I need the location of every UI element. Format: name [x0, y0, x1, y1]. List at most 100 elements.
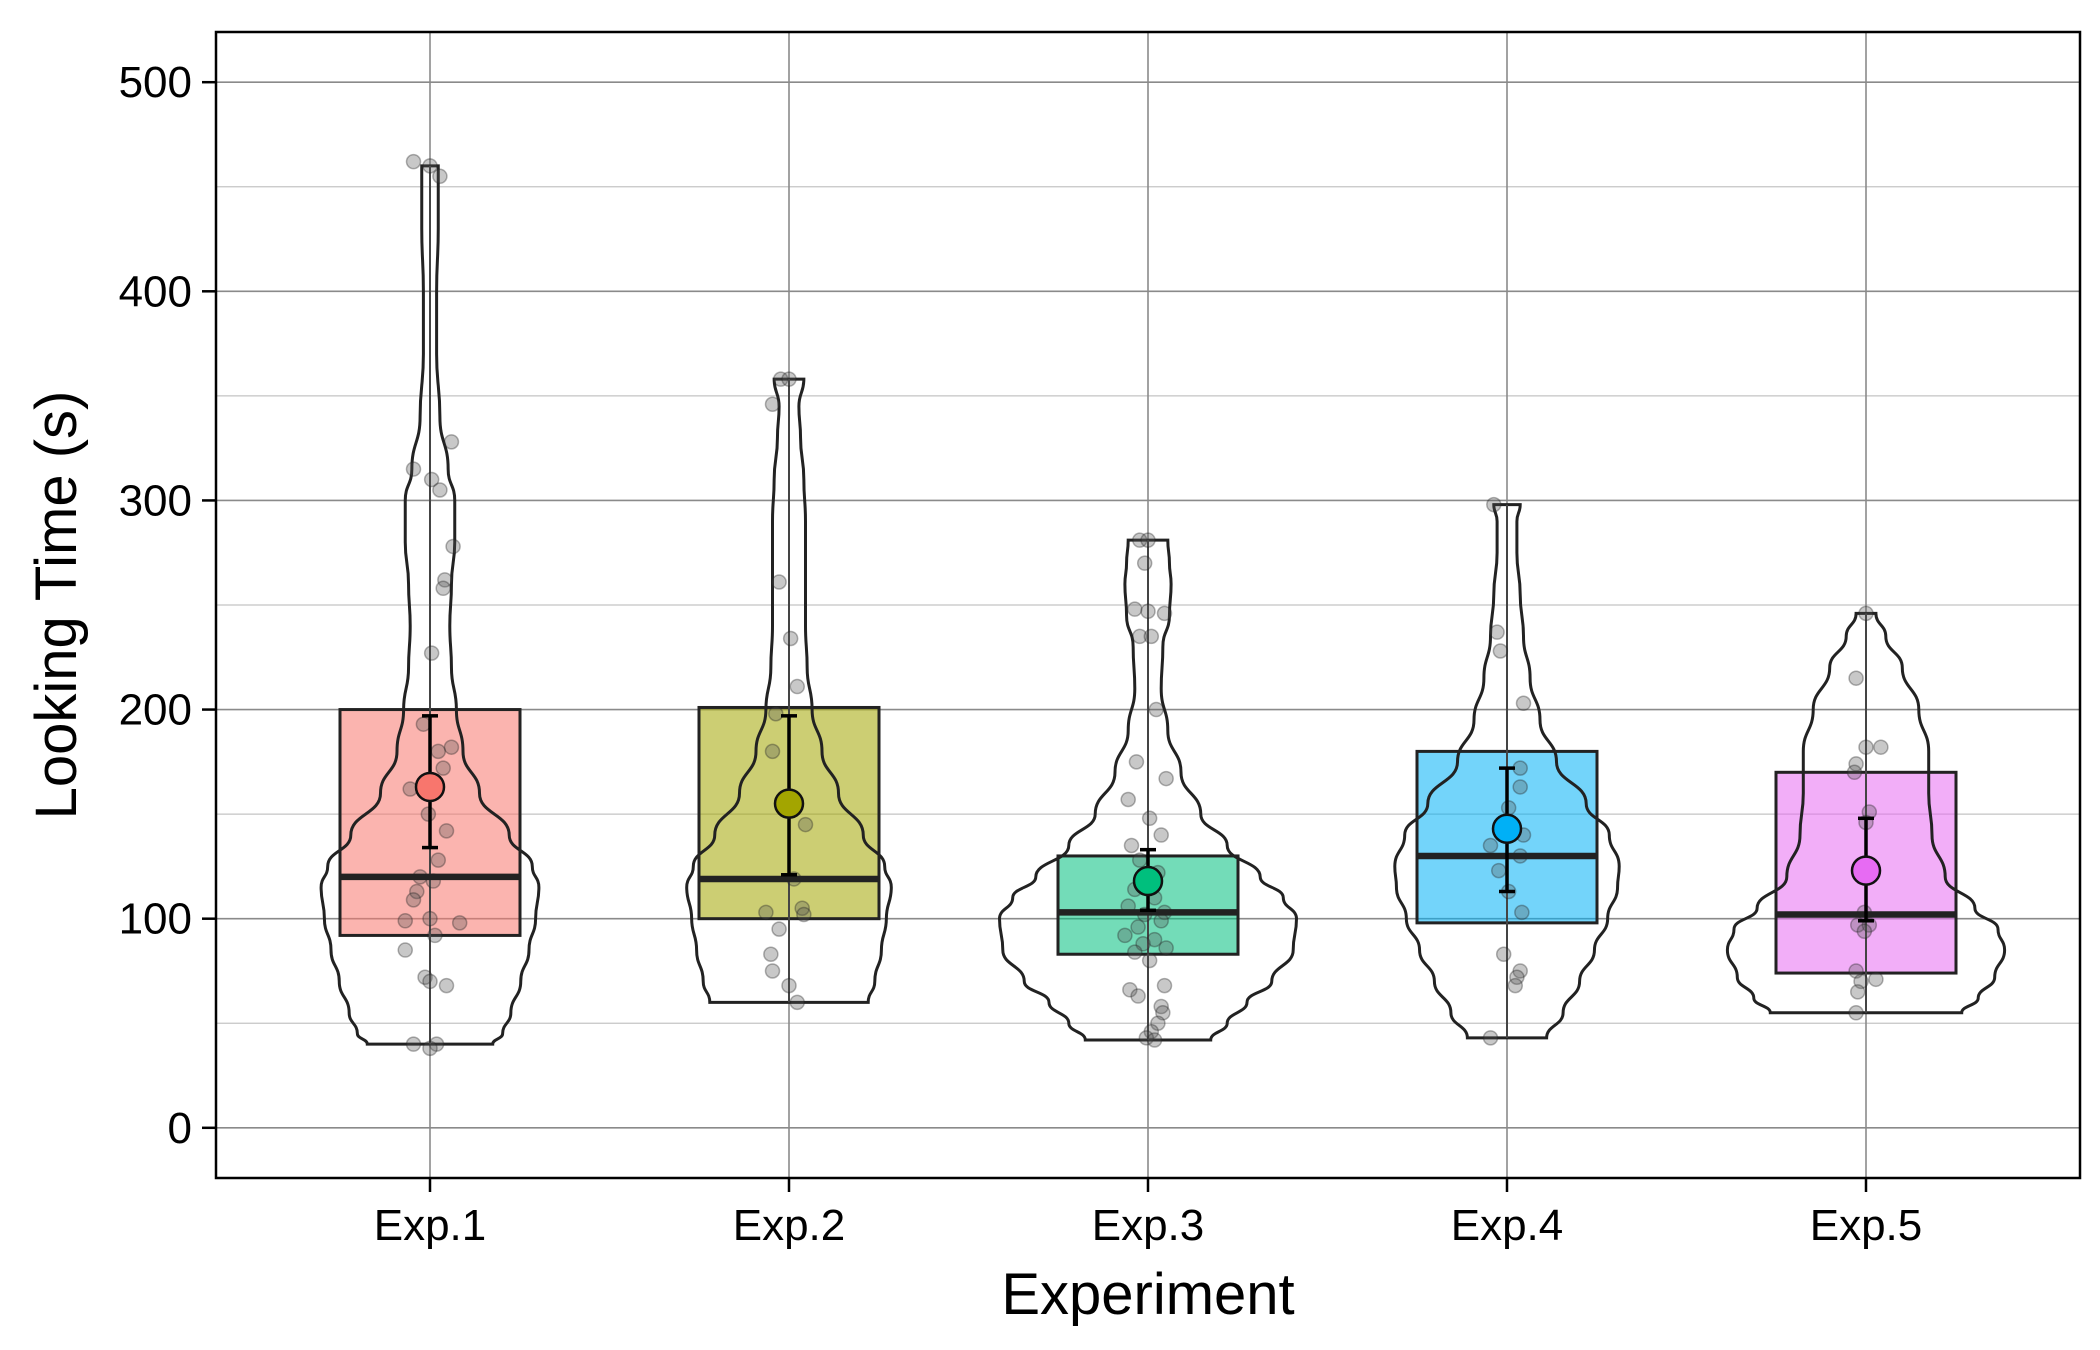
data-point — [1515, 695, 1532, 712]
mean-marker — [1132, 865, 1164, 897]
data-point — [1873, 739, 1889, 755]
data-point — [1130, 919, 1146, 935]
data-point — [1136, 555, 1153, 571]
data-point — [1132, 628, 1148, 645]
data-point — [422, 158, 438, 174]
data-point — [1858, 739, 1874, 755]
data-point — [1148, 701, 1164, 718]
y-tick-label: 300 — [119, 476, 192, 525]
data-point — [430, 743, 446, 760]
data-point — [797, 816, 814, 833]
data-point — [1858, 605, 1874, 622]
data-point — [1143, 628, 1160, 645]
data-point — [1146, 931, 1163, 948]
data-point — [781, 977, 797, 994]
mean-marker — [773, 788, 805, 819]
data-point — [789, 994, 805, 1011]
data-point — [1850, 984, 1866, 1000]
axes: 0 100 200 300 400 500 Exp.1 Exp.2 Exp.3 Exp.4 Exp.… — [119, 58, 1923, 1250]
data-point — [438, 977, 455, 994]
data-point — [789, 678, 805, 695]
data-point — [1848, 963, 1864, 979]
data-point — [1489, 624, 1505, 640]
data-point — [1132, 532, 1148, 548]
data-point — [1492, 643, 1509, 659]
data-point — [1128, 754, 1145, 770]
data-point — [773, 371, 789, 387]
data-point — [1512, 760, 1528, 776]
data-point — [409, 883, 425, 900]
data-point — [443, 434, 460, 450]
data-point — [1130, 988, 1146, 1004]
data-point — [771, 921, 787, 937]
violin — [1725, 611, 2007, 1015]
data-point — [1146, 1032, 1163, 1048]
x-tick-label: Exp.5 — [1810, 1201, 1923, 1250]
data-point — [1153, 998, 1169, 1015]
series-exp-2 — [685, 371, 893, 1011]
violin — [685, 377, 893, 1004]
data-point — [794, 900, 810, 916]
data-point — [1848, 670, 1864, 686]
data-point — [423, 645, 440, 661]
data-point — [422, 973, 438, 990]
data-point — [1495, 946, 1512, 962]
data-point — [422, 1040, 438, 1057]
data-point — [405, 461, 422, 477]
series-exp-5 — [1725, 605, 2007, 1021]
data-point — [764, 743, 781, 760]
data-point — [1156, 605, 1173, 622]
data-point — [451, 915, 468, 931]
data-point — [1122, 982, 1138, 998]
data-point — [405, 153, 422, 170]
data-point — [435, 760, 451, 776]
series-layer — [319, 153, 2007, 1057]
data-point — [428, 1036, 445, 1052]
y-tick-label: 0 — [168, 1104, 192, 1153]
data-point — [417, 969, 433, 985]
data-point — [422, 910, 438, 927]
data-point — [1507, 977, 1523, 994]
data-point — [1856, 923, 1873, 939]
data-point — [1158, 770, 1174, 787]
data-point — [1120, 791, 1136, 808]
data-point — [423, 471, 440, 488]
data-point — [1848, 756, 1864, 772]
data-point — [1135, 936, 1151, 952]
data-point — [430, 852, 446, 868]
x-tick-label: Exp.4 — [1451, 1201, 1564, 1250]
data-point — [427, 927, 443, 944]
y-tick-label: 500 — [119, 58, 192, 107]
data-point — [1141, 952, 1158, 969]
data-point — [432, 482, 448, 498]
y-tick-label: 200 — [119, 686, 192, 735]
data-point — [1153, 913, 1169, 929]
data-point — [1123, 837, 1140, 854]
series-exp-3 — [997, 532, 1299, 1048]
series-exp-4 — [1393, 496, 1621, 1046]
data-point — [438, 823, 455, 839]
data-point — [1482, 1030, 1499, 1046]
data-point — [1512, 963, 1528, 979]
data-point — [1117, 927, 1133, 944]
data-point — [771, 574, 787, 590]
data-point — [763, 946, 779, 962]
data-point — [1848, 1005, 1864, 1021]
data-point — [782, 630, 799, 647]
data-point — [758, 904, 774, 921]
mean-marker — [1491, 813, 1523, 845]
violin — [319, 164, 541, 1046]
x-tick-label: Exp.1 — [374, 1201, 487, 1250]
data-point — [397, 942, 413, 958]
data-point — [1132, 852, 1148, 868]
data-point — [435, 580, 451, 597]
data-point — [1482, 837, 1499, 854]
data-point — [1140, 603, 1156, 620]
data-point — [1155, 1005, 1171, 1021]
data-point — [764, 963, 781, 979]
data-point — [1150, 1015, 1166, 1031]
x-tick-label: Exp.2 — [733, 1201, 846, 1250]
violin — [1393, 503, 1621, 1040]
